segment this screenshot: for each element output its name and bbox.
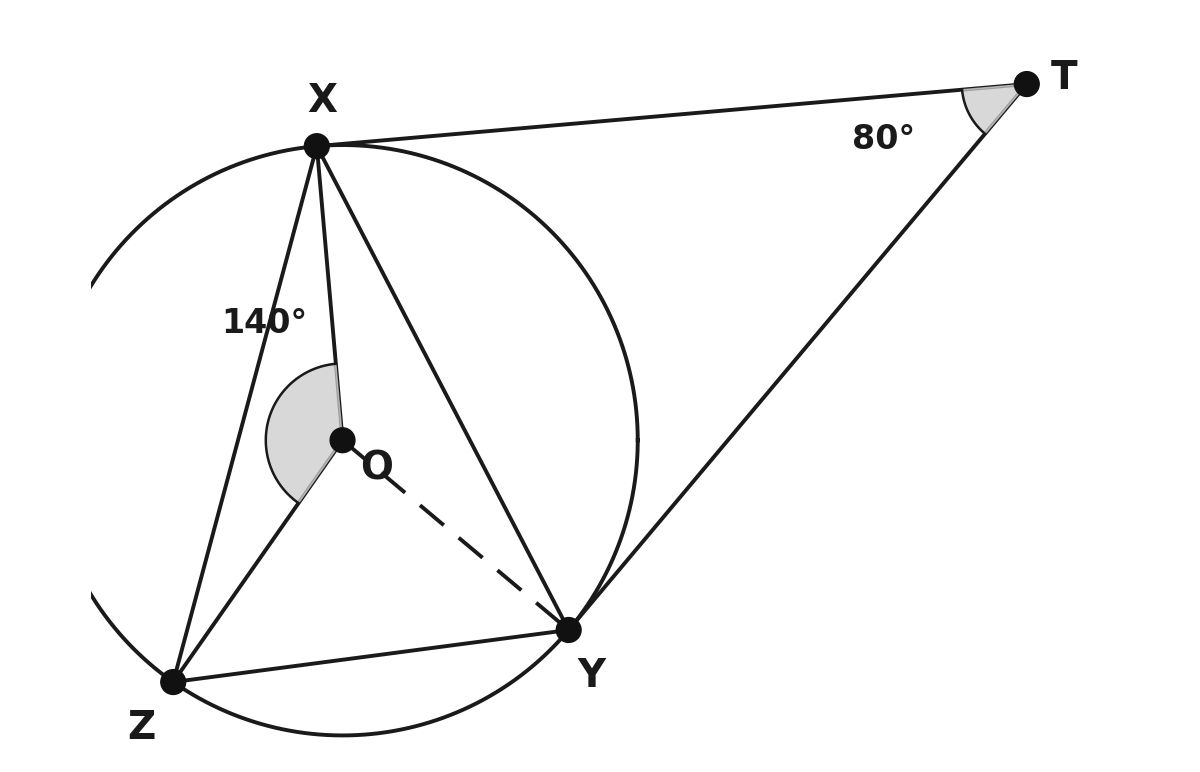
Text: T: T bbox=[1050, 59, 1078, 97]
Polygon shape bbox=[962, 84, 1027, 134]
Text: O: O bbox=[360, 449, 394, 487]
Circle shape bbox=[330, 428, 355, 452]
Text: 80°: 80° bbox=[852, 123, 916, 156]
Polygon shape bbox=[265, 364, 342, 503]
Circle shape bbox=[1014, 72, 1039, 96]
Text: X: X bbox=[307, 82, 337, 120]
Text: Z: Z bbox=[127, 709, 156, 747]
Text: Y: Y bbox=[577, 656, 606, 695]
Circle shape bbox=[305, 134, 329, 158]
Circle shape bbox=[557, 618, 581, 642]
Text: 140°: 140° bbox=[221, 306, 307, 340]
Circle shape bbox=[161, 669, 186, 695]
